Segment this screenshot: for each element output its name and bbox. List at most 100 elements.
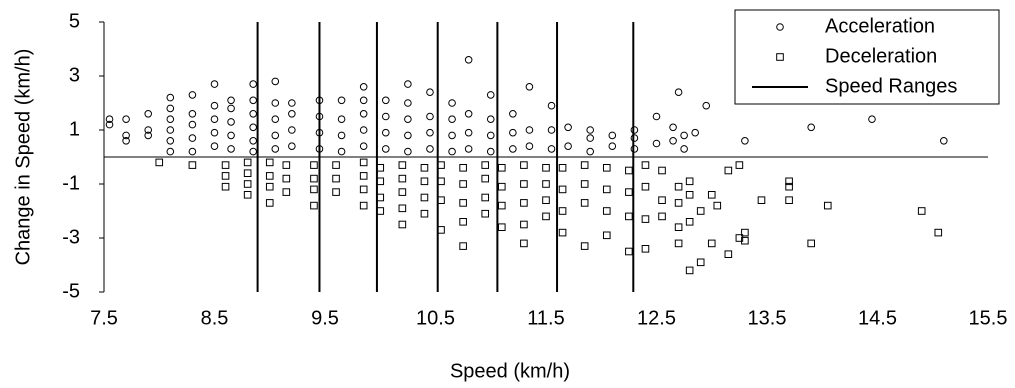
- acceleration-point: [464, 56, 473, 64]
- acceleration-point: [608, 131, 617, 140]
- acceleration-point: [359, 96, 368, 105]
- deceleration-point: [724, 250, 733, 258]
- acceleration-point: [288, 110, 296, 118]
- deceleration-point: [674, 182, 683, 191]
- deceleration-point: [707, 191, 716, 199]
- acceleration-point: [680, 131, 688, 140]
- acceleration-point: [525, 142, 534, 150]
- acceleration-point: [608, 142, 617, 150]
- deceleration-point: [481, 209, 490, 218]
- acceleration-point: [144, 126, 152, 134]
- acceleration-point: [166, 126, 175, 134]
- deceleration-point: [221, 182, 230, 191]
- y-axis-label: Change in Speed (km/h): [12, 49, 34, 266]
- deceleration-point: [520, 161, 528, 169]
- x-tick-label: 15.5: [969, 307, 1008, 329]
- deceleration-point: [310, 185, 318, 194]
- deceleration-point: [542, 196, 550, 204]
- acceleration-point: [404, 147, 412, 156]
- acceleration-point: [691, 128, 699, 137]
- acceleration-point: [448, 115, 456, 123]
- deceleration-point: [282, 161, 291, 169]
- deceleration-point: [685, 177, 694, 186]
- deceleration-point: [459, 164, 467, 172]
- deceleration-point: [498, 164, 506, 172]
- acceleration-point: [940, 137, 948, 145]
- deceleration-point: [558, 185, 567, 194]
- x-tick-label: 7.5: [90, 307, 118, 329]
- deceleration-point: [155, 158, 164, 167]
- acceleration-point: [547, 126, 556, 134]
- deceleration-point: [376, 207, 385, 215]
- deceleration-point: [398, 188, 407, 196]
- x-tick-label: 13.5: [748, 307, 787, 329]
- deceleration-point: [696, 207, 705, 215]
- acceleration-point: [122, 131, 130, 140]
- acceleration-point: [652, 139, 661, 148]
- acceleration-point: [166, 104, 175, 113]
- acceleration-point: [210, 115, 219, 123]
- acceleration-point: [249, 123, 257, 132]
- acceleration-point: [404, 99, 412, 107]
- acceleration-point: [188, 147, 197, 156]
- acceleration-point: [564, 123, 572, 132]
- deceleration-point: [542, 212, 550, 221]
- deceleration-point: [265, 199, 274, 207]
- deceleration-point: [359, 158, 368, 167]
- deceleration-point: [558, 207, 567, 215]
- y-tick-label: 5: [69, 10, 80, 32]
- deceleration-point: [498, 223, 506, 231]
- acceleration-point: [227, 96, 235, 105]
- acceleration-point: [404, 80, 412, 88]
- acceleration-point: [288, 126, 296, 134]
- deceleration-point: [437, 161, 445, 169]
- deceleration-point: [481, 161, 490, 169]
- acceleration-point: [868, 115, 876, 123]
- deceleration-point: [558, 164, 567, 172]
- deceleration-point: [437, 226, 445, 234]
- acceleration-point: [359, 126, 368, 134]
- acceleration-point: [674, 88, 683, 96]
- acceleration-point: [249, 80, 257, 88]
- deceleration-point: [823, 201, 832, 210]
- deceleration-point: [359, 172, 368, 180]
- acceleration-point: [271, 131, 280, 140]
- acceleration-point: [486, 115, 495, 123]
- deceleration-point: [498, 201, 506, 210]
- x-tick-label: 14.5: [858, 307, 897, 329]
- acceleration-point: [486, 91, 495, 99]
- acceleration-point: [448, 147, 456, 156]
- deceleration-point: [420, 193, 429, 202]
- acceleration-point: [586, 134, 595, 142]
- deceleration-point: [785, 177, 793, 186]
- deceleration-point: [685, 191, 694, 199]
- acceleration-point: [188, 120, 197, 129]
- deceleration-point: [580, 199, 589, 207]
- deceleration-point: [243, 191, 252, 199]
- deceleration-point: [437, 177, 445, 186]
- acceleration-point: [464, 145, 473, 153]
- acceleration-point: [188, 110, 197, 118]
- x-tick-label: 9.5: [311, 307, 339, 329]
- deceleration-point: [674, 239, 683, 248]
- deceleration-point: [558, 228, 567, 237]
- acceleration-point: [509, 110, 517, 118]
- deceleration-point: [420, 177, 429, 186]
- acceleration-point: [426, 128, 434, 137]
- acceleration-point: [486, 147, 495, 156]
- acceleration-point: [188, 134, 197, 142]
- acceleration-point: [288, 99, 296, 107]
- deceleration-point: [542, 180, 550, 188]
- acceleration-point: [807, 123, 816, 132]
- acceleration-point: [448, 99, 456, 107]
- acceleration-point: [227, 118, 235, 126]
- deceleration-point: [580, 180, 589, 188]
- acceleration-point: [210, 128, 219, 137]
- x-tick-label: 8.5: [201, 307, 229, 329]
- deceleration-point: [265, 172, 274, 180]
- deceleration-point: [785, 182, 793, 191]
- deceleration-point: [658, 212, 666, 221]
- deceleration-point: [602, 207, 611, 215]
- deceleration-point: [265, 158, 274, 167]
